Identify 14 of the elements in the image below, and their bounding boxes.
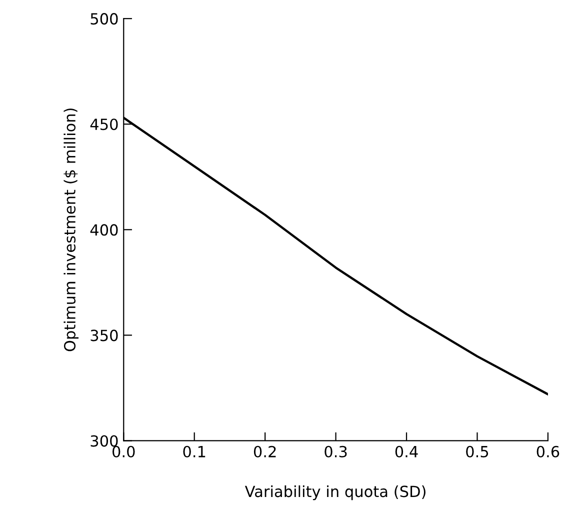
x-tick-label: 0.2 <box>254 446 276 458</box>
x-tick-label: 0.1 <box>183 446 206 458</box>
y-tick-label: 400 <box>90 224 118 236</box>
x-tick-label: 0.5 <box>466 446 488 458</box>
x-axis-title: Variability in quota (SD) <box>244 485 426 500</box>
x-tick-label: 0.6 <box>536 446 560 458</box>
y-tick-label: 300 <box>90 435 118 447</box>
y-tick-label: 350 <box>90 330 118 342</box>
y-tick-label: 450 <box>90 118 118 130</box>
y-tick-label: 500 <box>90 13 118 25</box>
x-tick-label: 0.3 <box>324 446 347 458</box>
x-tick-label: 0.0 <box>112 446 135 458</box>
x-tick-label: 0.4 <box>395 446 418 458</box>
y-axis-title: Optimum investment ($ million) <box>64 108 79 352</box>
